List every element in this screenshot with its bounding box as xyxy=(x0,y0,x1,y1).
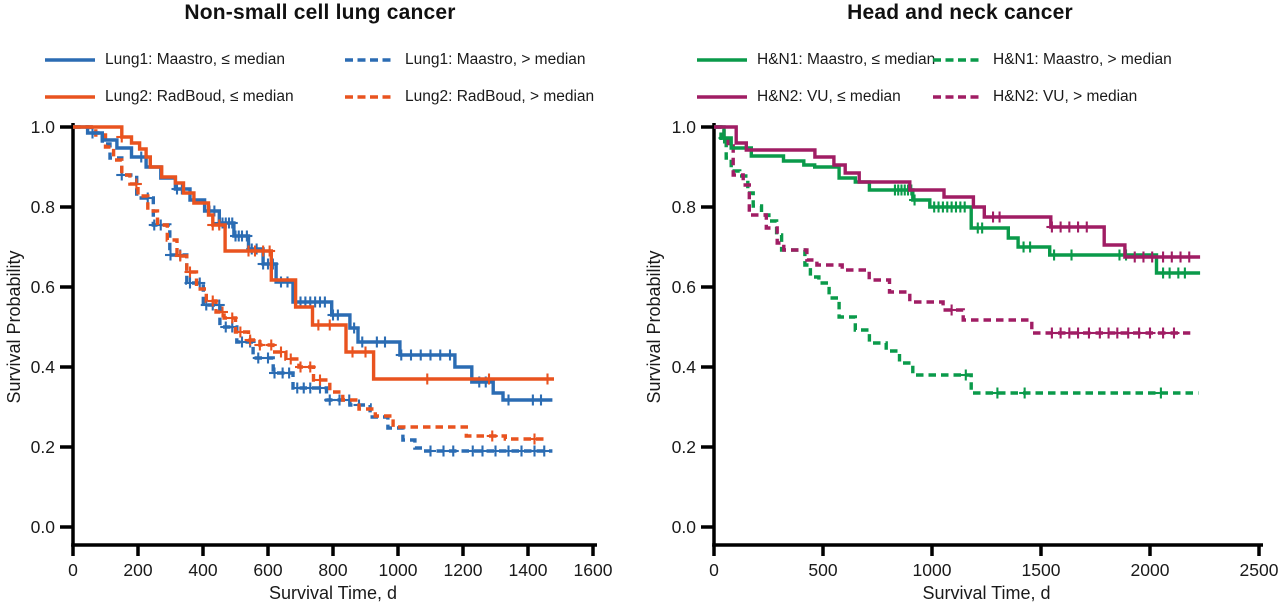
legend: Lung1: Maastro, ≤ median Lung1: Maastro, … xyxy=(0,0,640,115)
y-tick-label: 1.0 xyxy=(31,117,56,137)
legend-dashed-line-icon xyxy=(345,58,395,62)
km-step-line xyxy=(714,125,1191,335)
km-step-line xyxy=(73,125,553,402)
x-axis-label: Survival Time, d xyxy=(922,583,1051,603)
legend-label: H&N2: VU, > median xyxy=(993,88,1138,105)
y-tick-label: 0.0 xyxy=(31,517,56,537)
legend-item: Lung1: Maastro, ≤ median xyxy=(45,49,285,71)
legend-dashed-line-icon xyxy=(345,95,395,99)
x-tick-label: 200 xyxy=(123,560,152,580)
legend-item: Lung2: RadBoud, > median xyxy=(345,86,594,108)
km-step-line xyxy=(73,125,548,441)
x-tick-label: 1500 xyxy=(1022,560,1061,580)
y-tick-label: 0.6 xyxy=(672,277,696,297)
y-tick-label: 0.2 xyxy=(672,437,696,457)
legend-solid-line-icon xyxy=(697,58,747,62)
x-tick-label: 1200 xyxy=(444,560,483,580)
y-tick-label: 0.6 xyxy=(31,277,55,297)
censor-marks xyxy=(87,127,550,457)
legend-solid-line-icon xyxy=(45,95,95,99)
y-tick-label: 1.0 xyxy=(672,117,697,137)
x-tick-label: 1000 xyxy=(379,560,418,580)
x-tick-label: 400 xyxy=(188,560,217,580)
censor-marks xyxy=(116,131,553,385)
legend-item: H&N2: VU, > median xyxy=(933,86,1137,108)
x-tick-label: 1600 xyxy=(574,560,613,580)
legend-solid-line-icon xyxy=(697,95,747,99)
x-tick-label: 1400 xyxy=(509,560,548,580)
legend-dashed-line-icon xyxy=(933,58,983,62)
x-tick-label: 2000 xyxy=(1131,560,1170,580)
km-step-line xyxy=(73,125,553,453)
x-tick-label: 600 xyxy=(253,560,282,580)
legend-item: Lung1: Maastro, > median xyxy=(345,49,586,71)
panel-title: Non-small cell lung cancer xyxy=(184,1,456,24)
y-tick-label: 0.0 xyxy=(672,517,697,537)
panel-lung-cancer: Non-small cell lung cancer Lung1: Maastr… xyxy=(0,0,640,603)
x-tick-label: 500 xyxy=(808,560,837,580)
x-tick-label: 0 xyxy=(709,560,719,580)
legend-item: Lung2: RadBoud, ≤ median xyxy=(45,86,294,108)
legend-item: H&N1: Maastro, > median xyxy=(933,49,1172,71)
y-tick-label: 0.8 xyxy=(672,197,696,217)
y-tick-label: 0.8 xyxy=(31,197,55,217)
legend-label: Lung2: RadBoud, ≤ median xyxy=(105,88,294,105)
x-axis-label: Survival Time, d xyxy=(268,583,398,603)
survival-plot-svg: 0.0 0.2 0.4 0.6 0.8 1.0 0 200 400 600 800 1000 1200 1… xyxy=(31,117,613,580)
km-step-line xyxy=(73,125,554,381)
legend-item: H&N1: Maastro, ≤ median xyxy=(697,49,935,71)
x-tick-label: 800 xyxy=(318,560,347,580)
legend-label: Lung1: Maastro, > median xyxy=(405,51,586,68)
panel-title: Head and neck cancer xyxy=(847,1,1073,24)
x-tick-label: 1000 xyxy=(913,560,952,580)
km-step-line xyxy=(714,125,1201,259)
survival-plot-svg: 0.0 0.2 0.4 0.6 0.8 1.0 0 500 1000 1500 2000 2500 xyxy=(672,117,1279,580)
legend: H&N1: Maastro, ≤ median H&N1: Maastro, > … xyxy=(640,0,1280,115)
censor-marks xyxy=(960,369,1167,399)
censor-marks xyxy=(946,304,1180,339)
legend-item: H&N2: VU, ≤ median xyxy=(697,86,901,108)
x-tick-label: 0 xyxy=(68,560,78,580)
legend-solid-line-icon xyxy=(45,58,95,62)
legend-label: H&N2: VU, ≤ median xyxy=(757,88,901,105)
y-tick-label: 0.4 xyxy=(672,357,697,377)
legend-label: Lung2: RadBoud, > median xyxy=(405,88,595,105)
legend-dashed-line-icon xyxy=(933,95,983,99)
censor-marks xyxy=(130,178,540,445)
x-tick-label: 2500 xyxy=(1240,560,1279,580)
panel-head-neck-cancer: Head and neck cancer H&N1: Maastro, ≤ me… xyxy=(640,0,1280,612)
y-tick-label: 0.4 xyxy=(31,357,56,377)
y-tick-label: 0.2 xyxy=(31,437,55,457)
legend-label: H&N1: Maastro, ≤ median xyxy=(757,51,936,68)
legend-label: H&N1: Maastro, > median xyxy=(993,51,1172,68)
legend-label: Lung1: Maastro, ≤ median xyxy=(105,51,285,68)
censor-marks xyxy=(987,211,1195,263)
